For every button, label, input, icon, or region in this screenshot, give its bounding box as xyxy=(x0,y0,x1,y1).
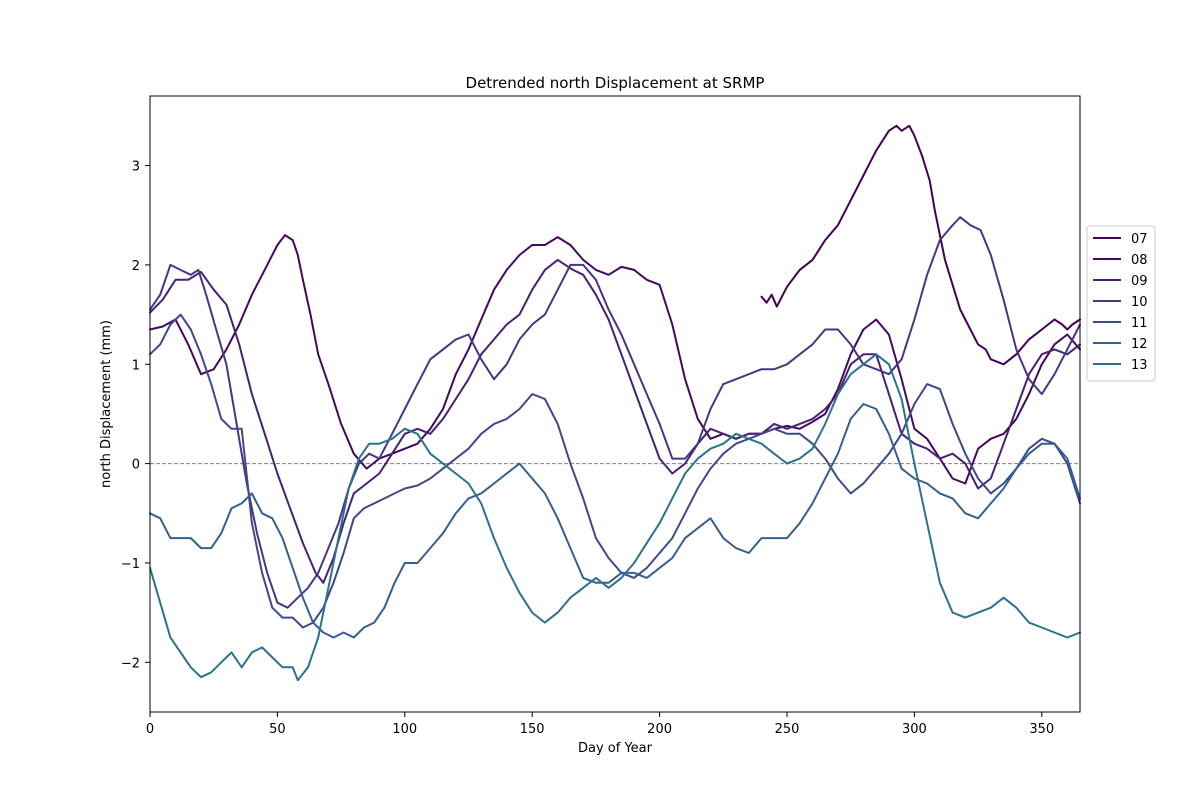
y-tick-label: −1 xyxy=(121,557,140,572)
legend-label-12: 12 xyxy=(1131,337,1148,352)
y-tick-label: 3 xyxy=(132,160,140,175)
plot-frame xyxy=(149,95,1081,713)
legend: 07 08 09 10 11 12 13 xyxy=(1086,225,1156,382)
x-tick-label: 0 xyxy=(146,722,154,737)
series-line-09 xyxy=(149,258,1081,584)
legend-label-11: 11 xyxy=(1131,316,1148,331)
y-tick-label: 0 xyxy=(132,458,140,473)
y-axis-label: north Displacement (mm) xyxy=(99,320,114,488)
x-tick-label: 300 xyxy=(902,722,927,737)
x-axis-label: Day of Year xyxy=(578,741,653,756)
plot-area-background xyxy=(150,96,1080,712)
legend-label-08: 08 xyxy=(1131,253,1148,268)
series-line-12 xyxy=(149,403,1081,639)
x-tick-label: 150 xyxy=(520,722,545,737)
series-line-11 xyxy=(149,313,1081,629)
series-line-07 xyxy=(760,124,1081,366)
legend-label-07: 07 xyxy=(1131,232,1148,247)
x-tick-label: 350 xyxy=(1029,722,1054,737)
x-tick-label: 100 xyxy=(392,722,417,737)
y-tick-label: 2 xyxy=(132,259,140,274)
x-tick-label: 200 xyxy=(647,722,672,737)
series-line-13 xyxy=(149,353,1081,682)
y-axis-ticks: −2 −1 0 1 2 3 xyxy=(121,160,150,671)
series-layer xyxy=(149,124,1081,682)
x-tick-label: 50 xyxy=(269,722,286,737)
y-tick-label: −2 xyxy=(121,656,140,671)
y-tick-label: 1 xyxy=(132,358,140,373)
chart-title: Detrended north Displacement at SRMP xyxy=(466,74,765,92)
legend-label-09: 09 xyxy=(1131,274,1148,289)
legend-label-13: 13 xyxy=(1131,358,1148,373)
series-line-10 xyxy=(149,216,1081,609)
legend-label-10: 10 xyxy=(1131,295,1148,310)
x-tick-label: 250 xyxy=(775,722,800,737)
x-axis-ticks: 0 50 100 150 200 250 300 350 xyxy=(146,712,1054,737)
series-line-08 xyxy=(149,234,1081,485)
